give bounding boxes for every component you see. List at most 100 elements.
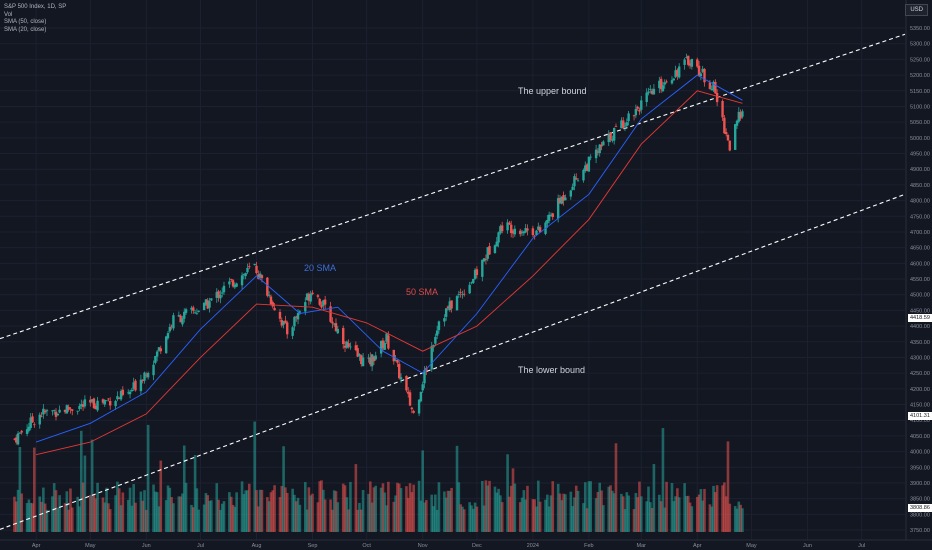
candle-body (349, 346, 352, 348)
candle-body (164, 336, 168, 354)
legend: S&P 500 Index, 1D, SP Vol SMA (50, close… (4, 4, 66, 34)
candle-body (575, 178, 578, 180)
volume-bar (652, 464, 656, 532)
candle-body (331, 321, 334, 324)
volume-bar (294, 501, 298, 532)
volume-bar (204, 493, 208, 532)
candle-body (67, 406, 70, 410)
candle-body (715, 93, 719, 103)
volume-bar (670, 483, 674, 532)
volume-bar (347, 509, 350, 532)
candle-body (295, 316, 298, 318)
volume-bar (733, 506, 737, 532)
y-tick-label: 4100.00 (910, 418, 930, 424)
volume-bar (405, 486, 408, 532)
candle-body (721, 100, 724, 118)
volume-bar (421, 450, 424, 532)
volume-bar (739, 504, 742, 532)
candle-body (488, 246, 491, 255)
volume-bar (728, 503, 732, 532)
candle-body (699, 73, 703, 77)
candle-body (500, 225, 504, 232)
candle-body (658, 80, 661, 89)
volume-bar (260, 489, 264, 532)
volume-bar (105, 487, 108, 532)
volume-bar (721, 485, 724, 532)
candle-body (323, 299, 327, 305)
candle-body (128, 391, 132, 395)
volume-bar (518, 502, 522, 532)
candle-body (246, 267, 249, 273)
volume-bar (647, 486, 650, 532)
currency-label[interactable]: USD (905, 4, 928, 16)
candle-body (119, 391, 123, 400)
candle-body (78, 406, 81, 410)
candle-body (533, 235, 536, 237)
candle-body (457, 294, 461, 295)
volume-bar (206, 495, 210, 532)
volume-bar (320, 480, 323, 532)
volume-bar (437, 482, 441, 532)
volume-bar (341, 483, 345, 532)
x-tick-label: Jul (197, 543, 204, 549)
candle-body (609, 132, 612, 140)
volume-bar (31, 503, 34, 532)
candle-body (248, 266, 251, 268)
volume-bar (253, 421, 257, 532)
volume-bar (152, 484, 155, 532)
candle-body (197, 310, 200, 312)
candle-body (132, 382, 135, 389)
y-tick-label: 5000.00 (910, 136, 930, 142)
volume-bar (367, 493, 370, 532)
volume-bar (166, 485, 170, 532)
candle-body (367, 357, 370, 359)
candle-body (387, 335, 390, 349)
candle-body (678, 66, 681, 78)
annotation-50-sma: 50 SMA (406, 287, 439, 297)
volume-bar (278, 497, 282, 532)
candle-body (69, 408, 72, 410)
candle-body (358, 354, 361, 357)
candle-body (210, 298, 213, 301)
candle-body (537, 226, 540, 230)
price-tag-mid: 4101.31 (908, 412, 932, 420)
volume-bar (639, 496, 643, 532)
candle-body (116, 396, 119, 400)
candle-body (569, 190, 573, 197)
volume-bar (103, 502, 107, 532)
candle-body (127, 392, 130, 394)
volume-bar (235, 492, 238, 532)
volume-bar (520, 497, 524, 532)
candle-body (361, 357, 365, 367)
candle-body (159, 348, 162, 352)
volume-bar (78, 506, 81, 532)
volume-bar (145, 509, 148, 532)
candle-body (612, 127, 616, 141)
candle-body (710, 88, 713, 91)
volume-bar (228, 492, 231, 532)
volume-bar (305, 509, 309, 532)
candle-body (71, 409, 74, 411)
candle-body (475, 269, 479, 276)
candle-body (65, 405, 69, 414)
volume-bar (258, 489, 262, 532)
volume-bar (184, 482, 188, 532)
volume-bar (665, 481, 668, 532)
sma-line-20 (35, 74, 743, 443)
candle-body (81, 404, 85, 407)
candle-body (421, 384, 424, 391)
candle-body (105, 400, 108, 402)
volume-bar (63, 503, 67, 532)
candle-body (497, 232, 500, 243)
volume-bar (508, 496, 511, 532)
candle-body (260, 275, 264, 279)
volume-bar (648, 502, 652, 532)
volume-bar (423, 502, 426, 532)
candle-body (76, 410, 79, 412)
volume-bar (419, 500, 423, 532)
volume-bar (172, 503, 175, 532)
volume-bar (141, 500, 145, 532)
candle-body (166, 333, 170, 339)
candle-body (524, 228, 527, 233)
